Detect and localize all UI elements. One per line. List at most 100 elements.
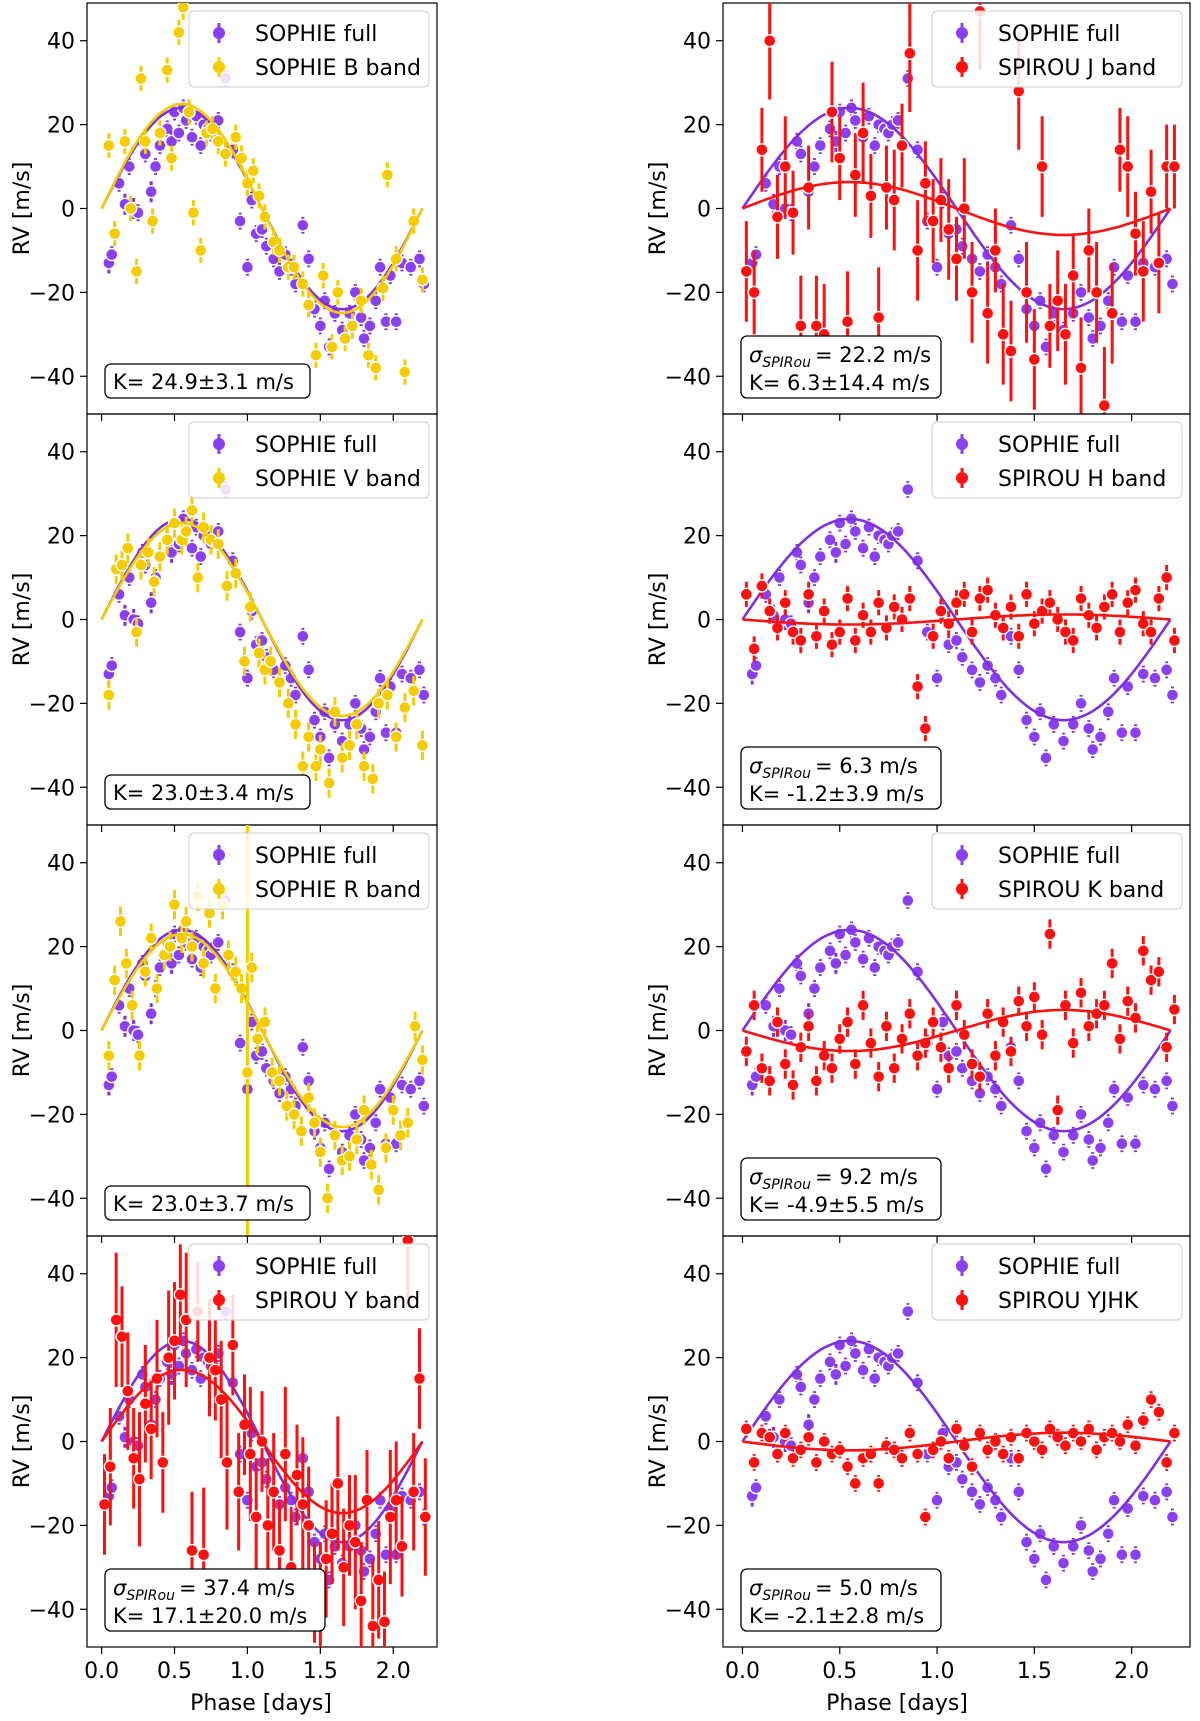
band-point bbox=[250, 1032, 265, 1046]
band-point bbox=[833, 625, 847, 639]
legend: SOPHIE full SOPHIE B band bbox=[188, 10, 430, 88]
sophie-full-point bbox=[1165, 688, 1180, 702]
legend-label: SOPHIE full bbox=[998, 22, 1120, 47]
band-point bbox=[739, 1044, 754, 1059]
sophie-full-point bbox=[949, 633, 964, 648]
band-point bbox=[220, 579, 234, 593]
band-point bbox=[325, 340, 339, 354]
sophie-full-point bbox=[838, 537, 853, 551]
band-point bbox=[926, 629, 940, 643]
band-point bbox=[246, 164, 260, 178]
band-point bbox=[412, 1371, 427, 1386]
sophie-full-point bbox=[973, 1497, 987, 1512]
y-tick-label: 0 bbox=[697, 1431, 711, 1456]
sophie-full-point bbox=[313, 319, 328, 333]
sophie-full-point bbox=[1115, 315, 1129, 329]
band-point bbox=[1128, 583, 1143, 597]
band-point bbox=[934, 1434, 948, 1449]
band-point bbox=[196, 956, 211, 971]
y-tick-label: 40 bbox=[47, 441, 75, 466]
k-annotation-box bbox=[740, 746, 942, 810]
sophie-full-point bbox=[144, 185, 158, 199]
band-point bbox=[229, 130, 243, 144]
band-point bbox=[115, 558, 129, 572]
band-point bbox=[369, 361, 383, 375]
band-point bbox=[1136, 944, 1151, 958]
sophie-full-point bbox=[144, 1007, 158, 1021]
band-point bbox=[1121, 159, 1135, 174]
band-point bbox=[354, 1594, 368, 1608]
k-annotation-box bbox=[740, 1568, 942, 1632]
band-point bbox=[1167, 1002, 1182, 1017]
sophie-full-point bbox=[404, 260, 418, 274]
sophie-full-point bbox=[1159, 1074, 1174, 1088]
sophie-full-point bbox=[772, 1392, 787, 1407]
band-point bbox=[1043, 596, 1057, 610]
sophie-full-point bbox=[829, 956, 843, 971]
band-point bbox=[313, 1145, 328, 1159]
sophie-full-point bbox=[955, 239, 970, 253]
sophie-full-point bbox=[1128, 1137, 1143, 1151]
band-point bbox=[398, 700, 412, 715]
band-point bbox=[243, 1447, 258, 1461]
band-point bbox=[350, 1132, 364, 1147]
band-point bbox=[786, 625, 800, 639]
band-point bbox=[957, 587, 971, 602]
legend: SOPHIE full SOPHIE R band bbox=[188, 832, 430, 910]
band-fit-curve bbox=[742, 1431, 1171, 1452]
band-point bbox=[763, 34, 777, 48]
k-annotation: σSPIRou = 5.0 m/sK= -2.1±2.8 m/s bbox=[740, 1568, 942, 1632]
band-point bbox=[778, 1426, 792, 1440]
sophie-full-point bbox=[749, 658, 763, 673]
band-point bbox=[809, 319, 824, 333]
sophie-full-point bbox=[233, 214, 247, 228]
band-point bbox=[415, 1053, 430, 1067]
x-tick-label: 0.5 bbox=[822, 1659, 857, 1684]
y-tick-label: 20 bbox=[47, 936, 75, 961]
k-text: K= -1.2±3.9 m/s bbox=[749, 782, 924, 806]
y-tick-label: 0 bbox=[697, 198, 711, 223]
plot-area bbox=[100, 825, 431, 1236]
k-annotation-box bbox=[104, 1568, 326, 1632]
sophie-full-point bbox=[1086, 1564, 1100, 1579]
band-point bbox=[942, 1451, 956, 1465]
band-point bbox=[949, 998, 964, 1013]
y-tick-label: 20 bbox=[683, 1347, 711, 1372]
band-point bbox=[840, 315, 855, 329]
band-point bbox=[926, 1015, 940, 1029]
sophie-full-point bbox=[1019, 713, 1034, 727]
band-point bbox=[1167, 1426, 1182, 1440]
legend-label: SPIROU YJHK bbox=[998, 1289, 1139, 1314]
band-point bbox=[871, 310, 886, 325]
plot-area bbox=[739, 3, 1182, 414]
band-point bbox=[220, 1455, 234, 1470]
sophie-full-point bbox=[1107, 1082, 1121, 1096]
band-point bbox=[809, 629, 824, 643]
y-tick-label: 40 bbox=[47, 1263, 75, 1288]
sophie-full-point bbox=[901, 893, 915, 908]
panel-3: −40 −20 0 20 40 RV [m/s] SOPHIE full SOPHIE V b… bbox=[10, 413, 438, 832]
legend: SOPHIE full SPIROU Y band bbox=[188, 1243, 430, 1321]
band-point bbox=[218, 147, 233, 161]
band-point bbox=[145, 214, 160, 228]
band-point bbox=[261, 1518, 275, 1533]
band-point bbox=[801, 587, 816, 602]
band-point bbox=[393, 1128, 408, 1143]
sophie-full-point bbox=[363, 730, 377, 744]
band-point bbox=[364, 1158, 379, 1172]
sophie-full-point bbox=[1165, 1510, 1180, 1524]
panel-7: −40 −20 0 20 40 0.0 0.5 1.0 1.5 2.0 RV [m/s] SOPHIE… bbox=[10, 1235, 438, 1684]
band-point bbox=[864, 625, 878, 639]
sophie-full-point bbox=[838, 126, 853, 140]
y-tick-label: −40 bbox=[665, 1187, 711, 1212]
sophie-full-point bbox=[829, 1367, 843, 1382]
sophie-full-point bbox=[891, 524, 905, 539]
band-point bbox=[179, 914, 193, 929]
band-point bbox=[176, 3, 190, 14]
band-point bbox=[1004, 1044, 1018, 1059]
sophie-full-point bbox=[1012, 1074, 1026, 1088]
band-point bbox=[1058, 327, 1073, 342]
band-point bbox=[778, 1057, 792, 1071]
band-point bbox=[202, 1350, 217, 1365]
band-point bbox=[1113, 1032, 1127, 1046]
